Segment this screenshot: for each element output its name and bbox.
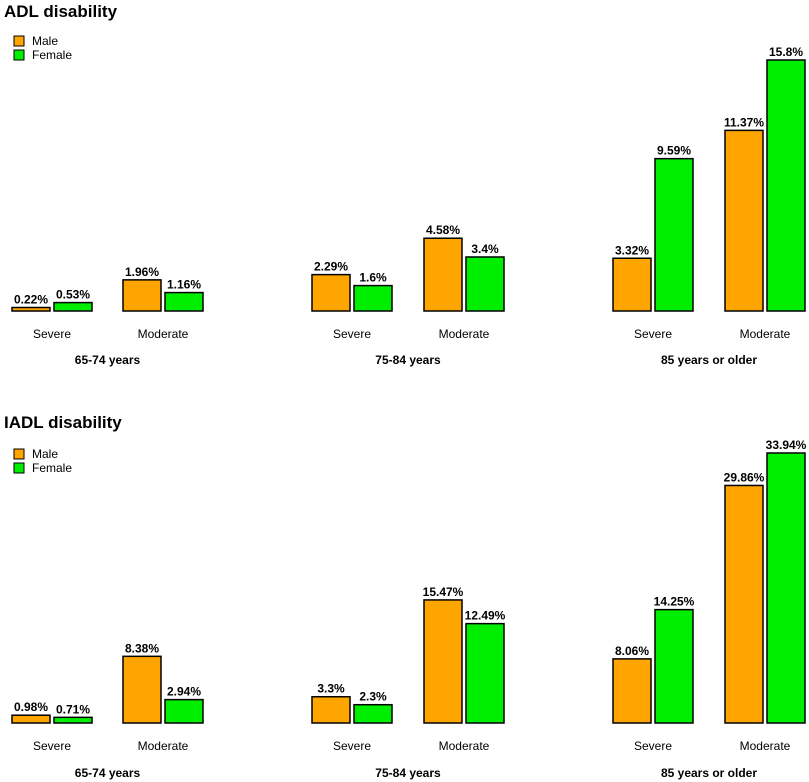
iadl-legend-female-swatch: [13, 462, 25, 474]
iadl-panel: IADL disability Male Female 0.98% 8.38% 3.…: [4, 413, 807, 780]
adl-value-label-female-2: 1.6%: [359, 271, 387, 285]
iadl-group-label-0: 65-74 years: [75, 766, 141, 780]
adl-group-label-0: 65-74 years: [75, 353, 141, 367]
adl-value-label-female-1: 1.16%: [167, 278, 201, 292]
iadl-value-label-female-4: 14.25%: [654, 595, 695, 609]
adl-legend-female-swatch: [13, 49, 25, 61]
adl-subcategory-label-5: Moderate: [740, 327, 791, 341]
adl-group-label-2: 85 years or older: [661, 353, 757, 367]
adl-bar-female-0: [53, 301, 93, 312]
iadl-value-label-male-5: 29.86%: [724, 470, 765, 484]
iadl-legend-male-label: Male: [32, 447, 58, 461]
iadl-subcategory-label-5: Moderate: [740, 739, 791, 753]
iadl-value-label-female-1: 2.94%: [167, 685, 201, 699]
iadl-bar-male-5: [724, 484, 764, 724]
iadl-value-label-male-1: 8.38%: [125, 641, 159, 655]
adl-bar-male-3: [423, 237, 463, 312]
iadl-bar-male-0: [11, 714, 51, 724]
adl-legend-male-label: Male: [32, 34, 58, 48]
iadl-bar-male-4: [612, 658, 652, 724]
adl-bar-male-2: [311, 273, 351, 312]
adl-value-label-female-0: 0.53%: [56, 288, 90, 302]
iadl-bar-female-0: [53, 716, 93, 724]
iadl-subcategory-label-0: Severe: [33, 739, 71, 753]
adl-legend-female-label: Female: [32, 48, 72, 62]
iadl-bar-male-3: [423, 599, 463, 724]
adl-subcategory-label-2: Severe: [333, 327, 371, 341]
adl-value-label-male-4: 3.32%: [615, 243, 649, 257]
iadl-subcategory-label-4: Severe: [634, 739, 672, 753]
iadl-bar-male-2: [311, 695, 351, 724]
adl-bar-female-2: [353, 284, 393, 312]
iadl-bar-female-3: [465, 622, 505, 724]
iadl-group-label-1: 75-84 years: [375, 766, 441, 780]
adl-bar-male-4: [612, 257, 652, 312]
iadl-bars: 0.98% 8.38% 3.3% 15.47% 8.06% 29.86% 0.71% 2.94…: [11, 438, 807, 780]
adl-chart-title: ADL disability: [4, 2, 118, 21]
adl-subcategory-label-4: Severe: [634, 327, 672, 341]
iadl-legend-female-label: Female: [32, 461, 72, 475]
adl-bar-male-1: [122, 279, 162, 312]
adl-group-label-1: 75-84 years: [375, 353, 441, 367]
adl-subcategory-label-3: Moderate: [439, 327, 490, 341]
iadl-legend: Male Female: [13, 447, 72, 475]
iadl-bar-female-1: [164, 698, 204, 724]
adl-legend-male-swatch: [13, 35, 25, 47]
adl-bar-male-0: [11, 306, 51, 312]
iadl-value-label-female-5: 33.94%: [766, 438, 807, 452]
iadl-group-label-2: 85 years or older: [661, 766, 757, 780]
iadl-value-label-male-2: 3.3%: [317, 682, 345, 696]
iadl-value-label-female-2: 2.3%: [359, 690, 387, 704]
adl-bar-female-5: [766, 59, 806, 312]
iadl-value-label-male-4: 8.06%: [615, 644, 649, 658]
adl-subcategory-label-0: Severe: [33, 327, 71, 341]
iadl-subcategory-label-1: Moderate: [138, 739, 189, 753]
iadl-subcategory-label-2: Severe: [333, 739, 371, 753]
iadl-value-label-female-0: 0.71%: [56, 702, 90, 716]
adl-panel: ADL disability Male Female 0.22% 1.96% 2.2…: [4, 2, 806, 367]
adl-bar-male-5: [724, 129, 764, 312]
iadl-bar-female-2: [353, 703, 393, 724]
adl-value-label-female-5: 15.8%: [769, 45, 803, 59]
iadl-chart-title: IADL disability: [4, 413, 122, 432]
adl-value-label-female-4: 9.59%: [657, 144, 691, 158]
iadl-bar-female-5: [766, 452, 806, 724]
iadl-subcategory-label-3: Moderate: [439, 739, 490, 753]
iadl-bar-male-1: [122, 655, 162, 724]
adl-bar-female-1: [164, 291, 204, 312]
iadl-legend-male-swatch: [13, 448, 25, 460]
adl-value-label-male-5: 11.37%: [724, 115, 764, 129]
adl-value-label-male-2: 2.29%: [314, 260, 348, 274]
adl-value-label-male-3: 4.58%: [426, 223, 460, 237]
iadl-bar-female-4: [654, 608, 694, 724]
iadl-value-label-male-0: 0.98%: [14, 700, 48, 714]
adl-value-label-male-1: 1.96%: [125, 265, 159, 279]
adl-bars: 0.22% 1.96% 2.29% 4.58% 3.32% 11.37% 0.53% 1.16…: [11, 45, 806, 367]
adl-legend: Male Female: [13, 34, 72, 62]
adl-value-label-female-3: 3.4%: [471, 242, 499, 256]
adl-bar-female-4: [654, 157, 694, 312]
adl-value-label-male-0: 0.22%: [14, 293, 48, 307]
iadl-value-label-female-3: 12.49%: [465, 609, 506, 623]
adl-subcategory-label-1: Moderate: [138, 327, 189, 341]
iadl-value-label-male-3: 15.47%: [423, 585, 464, 599]
adl-bar-female-3: [465, 256, 505, 312]
